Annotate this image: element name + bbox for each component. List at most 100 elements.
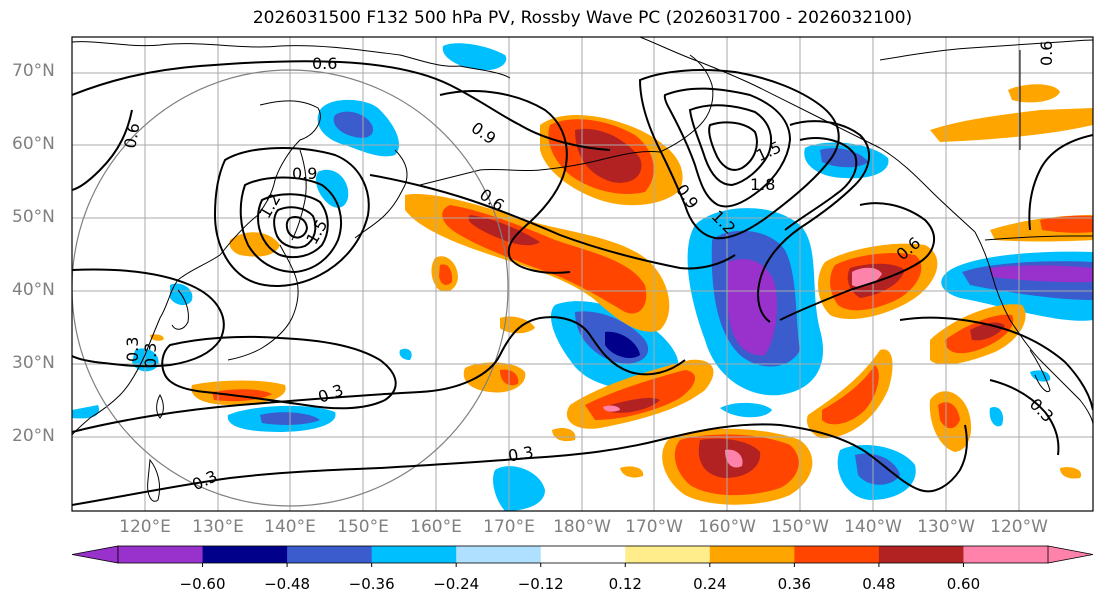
lat-label-70n: 70°N — [12, 61, 55, 81]
lat-lon-grid — [72, 37, 1093, 511]
lon-label-120w: 120°W — [990, 517, 1048, 537]
coast-alaska — [639, 37, 976, 233]
coast-alaska-west — [659, 54, 714, 153]
contour-label: 1.8 — [750, 175, 775, 194]
neg-anomaly-small-1 — [720, 402, 772, 418]
pv-contours — [72, 60, 1093, 506]
colorbar-extend-max — [1047, 545, 1094, 564]
lon-label-130w: 130°W — [917, 517, 975, 537]
neg-anomaly-small-5 — [399, 348, 412, 360]
colorbar-segment — [202, 546, 288, 563]
colorbar-segment — [625, 546, 711, 563]
pos-anomaly-canada — [930, 108, 1093, 142]
reference-circle — [72, 69, 509, 507]
contour-0.3-east-2 — [989, 379, 1060, 456]
lon-label-140e: 140°E — [264, 517, 316, 537]
contour-0.3-bottom — [72, 423, 968, 506]
map-plot-area: 0.6 0.9 1.2 1.5 0.9 0.6 0.9 1.2 1.5 1.8 … — [72, 37, 1093, 511]
colorbar-segment — [963, 546, 1049, 563]
positive-pv-anomalies — [150, 84, 1093, 505]
contour-1.2-ridge — [663, 87, 792, 208]
pos-anomaly-northeast-pac-peak — [852, 267, 882, 287]
contour-0.9-ridge — [638, 69, 840, 240]
lat-label-40n: 40°N — [12, 280, 55, 300]
contour-0.3-south — [72, 316, 686, 433]
contour-0.3-big-loop — [72, 268, 225, 368]
lon-label-150w: 150°W — [771, 517, 829, 537]
pos-anomaly-small-d — [150, 334, 164, 341]
coast-baja — [1029, 349, 1051, 393]
lon-label-130e: 130°E — [192, 517, 244, 537]
contour-label: 0.3 — [141, 343, 160, 368]
contour-1.8-ridge — [708, 121, 758, 171]
colorbar-tick-label: 0.36 — [777, 575, 812, 593]
neg-anomaly-kamchatka — [315, 169, 349, 208]
neg-anomaly-small-2 — [72, 405, 100, 419]
coast-korea-peninsula — [171, 289, 189, 330]
coast-kamchatka — [354, 149, 408, 239]
coast-japan — [227, 244, 299, 361]
lon-label-160w: 160°W — [698, 517, 756, 537]
contour-0.9-low-outer — [213, 147, 370, 287]
neg-anomaly-south-pacific-2 — [493, 466, 545, 511]
pos-anomaly-west-us-pos-core — [1040, 215, 1093, 233]
pos-anomaly-canada-2 — [1008, 84, 1060, 103]
contour-0.3-south-inner — [161, 335, 397, 410]
lon-label-160e: 160°E — [410, 517, 462, 537]
contour-0.6-mid2 — [369, 174, 736, 270]
map-frame — [71, 36, 1094, 512]
pos-anomaly-hokkaido — [229, 232, 280, 257]
lon-label-140w: 140°W — [844, 517, 902, 537]
neg-anomaly-south-pacific-3-core — [855, 453, 900, 485]
lon-label-150e: 150°E — [337, 517, 389, 537]
colorbar — [71, 545, 1094, 567]
colorbar-tick-label: 0.48 — [862, 575, 896, 593]
neg-anomaly-small-3 — [989, 406, 1004, 427]
contour-0.6-mid — [439, 89, 571, 274]
colorbar-tick-label: 0.12 — [608, 575, 642, 593]
border-us-canada — [984, 235, 1093, 241]
colorbar-tick-label: 0.24 — [693, 575, 727, 593]
colorbar-segment — [794, 546, 880, 563]
lon-label-120e: 120°E — [119, 517, 171, 537]
contour-0.6-east — [1028, 134, 1093, 231]
pos-anomaly-central-2-core — [610, 397, 660, 413]
lat-label-30n: 30°N — [12, 353, 55, 373]
negative-pv-anomalies — [72, 43, 1093, 511]
pos-anomaly-east-1-core — [822, 365, 879, 425]
coast-philippines — [147, 458, 161, 502]
colorbar-segment — [709, 546, 795, 563]
contour-trough-east-inner — [784, 137, 858, 231]
contour-label: 0.6 — [312, 54, 337, 73]
pos-anomaly-small-a — [620, 466, 644, 478]
contour-label: 0.3 — [123, 337, 142, 362]
colorbar-tick-label: −0.60 — [179, 575, 226, 593]
contour-0.6-north — [72, 60, 611, 151]
contour-2.1-low — [285, 216, 309, 239]
colorbar-frame — [117, 545, 1049, 564]
pos-anomaly-small-c — [1060, 467, 1082, 479]
pos-anomaly-small-b — [552, 428, 576, 442]
colorbar-segment — [878, 546, 964, 563]
colorbar-tick-label: 0.60 — [946, 575, 981, 593]
colorbar-tick-label: −0.48 — [264, 575, 311, 593]
colorbar-tick-label: −0.36 — [348, 575, 395, 593]
map-title: 2026031500 F132 500 hPa PV, Rossby Wave … — [252, 8, 913, 28]
coast-canada-north — [879, 39, 1093, 61]
lat-label-50n: 50°N — [12, 207, 55, 227]
contour-1.2-low — [239, 176, 342, 274]
coastlines — [72, 37, 1093, 502]
coast-north-america — [974, 231, 1093, 426]
coast-china-korea — [72, 214, 259, 436]
neg-anomaly-pacific-central-deep — [605, 331, 640, 359]
lon-label-170e: 170°E — [483, 517, 535, 537]
pos-anomaly-japan-east-core — [468, 215, 540, 246]
neg-anomaly-bering — [442, 43, 507, 71]
colorbar-segment — [118, 546, 204, 563]
coast-taiwan — [156, 393, 164, 419]
colorbar-tick-label: −0.12 — [517, 575, 564, 593]
colorbar-segment — [371, 546, 457, 563]
lon-label-180w: 180°W — [553, 517, 611, 537]
contour-1.5-low — [256, 193, 329, 259]
pos-anomaly-central-2-peak — [603, 405, 620, 412]
